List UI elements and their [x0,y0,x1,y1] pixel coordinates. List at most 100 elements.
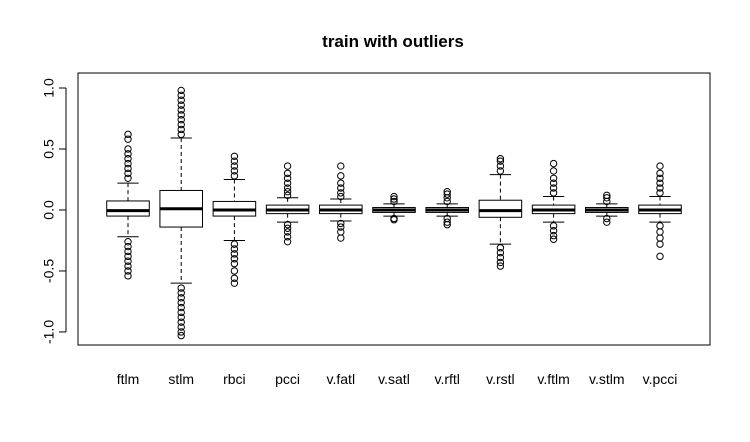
outlier [496,155,505,163]
outlier [656,189,664,197]
y-tick-label: 0.5 [41,139,57,159]
outlier [656,252,664,261]
outlier [177,130,185,139]
outlier [443,220,451,229]
outlier [283,162,292,170]
outlier [496,157,505,165]
outlier [549,184,558,192]
outlier [230,240,239,248]
outlier [124,237,132,246]
outlier [390,197,398,206]
outlier [656,162,664,170]
outlier [283,174,292,182]
outlier [496,253,505,262]
outlier [177,284,185,292]
outlier [124,267,132,275]
outlier [337,192,345,201]
chart-title: train with outliers [322,32,464,51]
outlier [656,169,664,178]
outlier [124,159,132,168]
outlier [124,150,132,158]
y-tick-label: -0.5 [41,259,57,283]
outlier [124,242,132,251]
outlier [230,152,239,161]
x-tick-label: ftlm [117,371,140,387]
x-tick-label: v.rstl [486,371,515,387]
outlier [390,216,398,224]
outlier [443,190,451,198]
outlier [496,167,505,175]
outlier [230,279,239,287]
x-tick-label: v.ftlm [537,371,569,387]
outlier [177,298,185,307]
outlier [603,194,611,202]
outlier [390,192,398,201]
outlier [230,162,239,170]
outlier [337,162,345,170]
x-tick-label: v.stlm [589,371,625,387]
outlier [230,274,239,282]
outlier [496,244,505,252]
outlier [337,234,345,242]
outlier [283,228,292,236]
outlier [124,272,132,280]
outlier [283,179,292,187]
outlier [283,191,292,200]
x-tick-label: stlm [168,371,194,387]
outlier [337,223,345,231]
outlier [124,169,132,178]
outlier [549,235,558,243]
outlier [177,86,185,95]
outlier [177,331,185,340]
outlier [603,191,611,200]
x-tick-label: v.fatl [327,371,356,387]
outlier [603,214,611,223]
outlier [230,157,239,165]
outlier [177,294,185,302]
outlier [177,313,185,322]
outlier [496,162,505,170]
outlier [177,111,185,119]
outlier [230,250,239,258]
box [106,200,150,217]
outlier [443,218,451,226]
outlier [230,172,239,180]
outlier [177,101,185,109]
outlier [549,159,558,168]
outlier [549,227,558,235]
outlier [656,174,664,182]
outlier [549,179,558,187]
outlier [390,195,398,203]
outlier [124,135,132,143]
outlier [230,255,239,263]
outlier [283,237,292,246]
outlier [337,219,345,228]
y-tick-label: -1.0 [41,320,57,344]
outlier [337,184,345,192]
x-tick-label: rbci [223,371,246,387]
outlier [230,167,239,175]
outlier [656,179,664,187]
outlier [124,252,132,261]
outlier [549,174,558,182]
outlier [177,96,185,104]
outlier [230,267,239,275]
outlier [177,106,185,114]
outlier [177,120,185,129]
outlier [177,289,185,297]
outlier [177,116,185,124]
x-tick-label: v.rftl [434,371,459,387]
outlier [283,184,292,192]
y-tick-label: 1.0 [41,78,57,98]
outlier [549,167,558,175]
outlier [549,189,558,197]
outlier [124,145,132,153]
outlier [177,91,185,100]
outlier [283,233,292,241]
outlier [124,164,132,173]
outlier [496,248,505,257]
outlier [283,187,292,196]
outlier [177,318,185,326]
